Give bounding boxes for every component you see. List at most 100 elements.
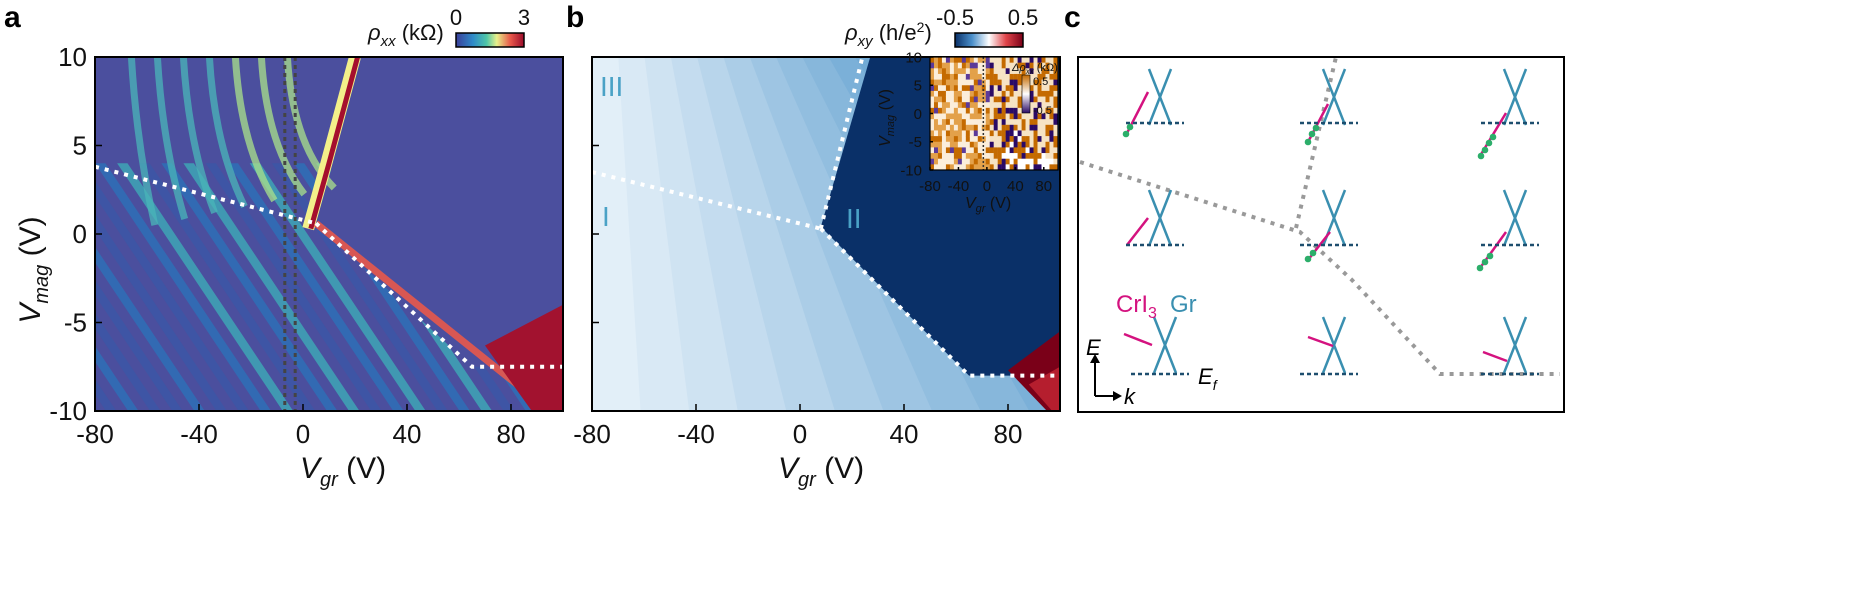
inset-cell <box>941 158 947 165</box>
inset-colorbar <box>1021 74 1031 114</box>
inset-cell <box>1049 107 1054 114</box>
inset-cell <box>1029 119 1034 126</box>
inset-cell <box>997 124 1002 131</box>
inset-cell <box>957 79 963 86</box>
inset-cell <box>993 68 998 75</box>
inset-cell <box>1005 147 1010 154</box>
inset-cell <box>1037 62 1042 69</box>
inset-cell <box>965 102 971 109</box>
inset-cell <box>1017 102 1022 109</box>
inset-cell <box>1037 158 1042 165</box>
inset-cell <box>1001 124 1006 131</box>
inset-cell <box>1041 158 1046 165</box>
inset-cell <box>1033 90 1038 97</box>
inset-cell <box>1021 113 1026 120</box>
inset-cell <box>933 96 939 103</box>
x-tick-label: -40 <box>180 419 218 449</box>
inset-cell <box>969 73 975 80</box>
inset-cell <box>961 164 967 170</box>
inset-cell <box>1045 85 1050 92</box>
inset-cell <box>930 57 935 63</box>
x-tick-label: 0 <box>296 419 310 449</box>
panel-b-colorbar-label: ρxy (h/e2) <box>844 19 932 50</box>
inset-cell <box>989 68 994 75</box>
panel-a-upper-stripe <box>153 57 189 220</box>
inset-cell <box>969 119 975 126</box>
inset-cell <box>1013 130 1018 137</box>
inset-cell <box>997 153 1002 160</box>
inset-cell <box>930 141 935 148</box>
inset-cell <box>961 107 967 114</box>
legend-graphene: Gr <box>1170 291 1197 318</box>
graphene-cone-line <box>1152 316 1178 374</box>
inset-cell <box>953 107 959 114</box>
inset-cell <box>1045 147 1050 154</box>
inset-cell <box>957 96 963 103</box>
panel-a-upper-stripe <box>231 57 278 203</box>
inset-cell <box>1005 85 1010 92</box>
inset-cell <box>1013 73 1018 80</box>
inset-cell <box>973 102 979 109</box>
y-tick-label: -10 <box>900 162 922 179</box>
inset-cell <box>985 141 990 148</box>
inset-cell <box>1041 102 1046 109</box>
inset-cell <box>1025 164 1030 170</box>
inset-cell <box>1021 124 1026 131</box>
inset-cell <box>933 73 939 80</box>
inset-cell <box>1053 124 1058 131</box>
band-filled-states <box>1333 123 1335 125</box>
inset-cell <box>965 96 971 103</box>
y-tick-label: -5 <box>64 308 87 338</box>
electron-dot <box>1309 249 1317 257</box>
inset-cell <box>949 62 955 69</box>
inset-cell <box>985 164 990 170</box>
inset-cell <box>965 119 971 126</box>
inset-cell <box>1033 164 1038 170</box>
inset-cell <box>953 164 959 170</box>
inset-cell <box>1017 85 1022 92</box>
inset-cell <box>941 153 947 160</box>
inset-cell <box>993 164 998 170</box>
inset-cell <box>953 85 959 92</box>
inset-cell <box>1017 73 1022 80</box>
inset-cell <box>965 158 971 165</box>
inset-cell <box>953 158 959 165</box>
panel-a-diagonal-stripe <box>0 163 12 420</box>
inset-cell <box>1001 130 1006 137</box>
inset-cell <box>941 68 947 75</box>
inset-cell <box>953 102 959 109</box>
inset-cell <box>1001 153 1006 160</box>
inset-cell <box>993 96 998 103</box>
inset-cell <box>930 164 935 170</box>
inset-cell <box>941 57 947 63</box>
inset-cell <box>1025 68 1030 75</box>
inset-cell <box>933 107 939 114</box>
inset-cell <box>985 158 990 165</box>
inset-cell <box>930 62 935 69</box>
inset-cell <box>1041 147 1046 154</box>
electron-dot <box>1481 146 1489 154</box>
inset-cell <box>1029 102 1034 109</box>
inset-cell <box>977 79 982 86</box>
inset-cell <box>945 73 951 80</box>
inset-cell <box>937 96 943 103</box>
inset-cell <box>1037 130 1042 137</box>
electron-dot <box>1485 139 1493 147</box>
inset-cell <box>1005 79 1010 86</box>
inset-cell <box>1017 113 1022 120</box>
inset-cell <box>930 90 935 97</box>
y-tick-label: 5 <box>73 131 87 161</box>
inset-cell <box>1005 130 1010 137</box>
inset-colorbar-min: -0.5 <box>1033 105 1052 117</box>
inset-cell <box>937 164 943 170</box>
electron-dot <box>1304 138 1312 146</box>
panel-b-colorbar-min: -0.5 <box>936 5 974 30</box>
inset-cell <box>933 136 939 143</box>
inset-cell <box>1005 164 1010 170</box>
inset-cell <box>973 136 979 143</box>
inset-cell <box>1001 147 1006 154</box>
inset-cell <box>1053 57 1058 63</box>
inset-cell <box>973 158 979 165</box>
inset-cell <box>937 147 943 154</box>
inset-cell <box>949 141 955 148</box>
